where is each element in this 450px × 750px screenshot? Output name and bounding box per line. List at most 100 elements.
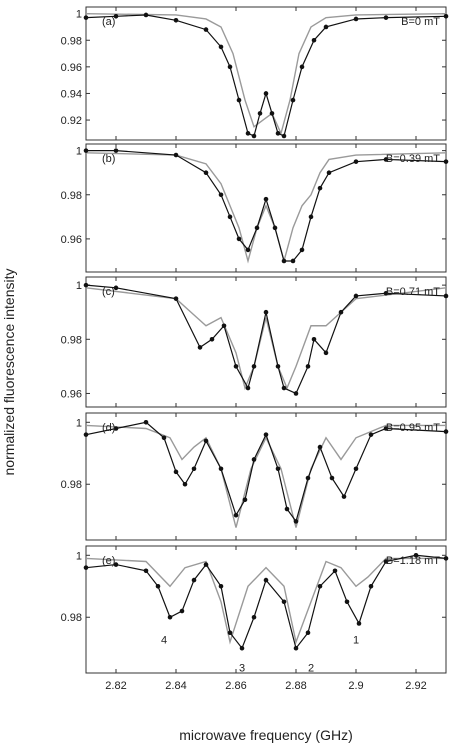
data-point (326, 170, 332, 175)
data-point (353, 159, 359, 164)
data-point (329, 475, 335, 481)
series-line-simulation (85, 152, 447, 264)
data-point (269, 111, 275, 116)
data-point (317, 444, 323, 450)
data-point (161, 435, 167, 441)
panel-label: (a) (102, 16, 115, 28)
y-tick-label: 0.98 (61, 190, 82, 202)
series-line-simulation (85, 424, 446, 528)
data-point (113, 14, 119, 19)
data-point (113, 426, 119, 431)
data-point (263, 309, 269, 315)
data-point (299, 247, 305, 253)
data-point (236, 236, 242, 242)
data-point (275, 131, 281, 136)
data-point (239, 645, 245, 651)
data-point (173, 469, 179, 475)
x-axis-label: microwave frequency (GHz) (179, 727, 353, 743)
data-point (353, 466, 359, 472)
data-point (305, 475, 311, 481)
data-point (173, 18, 179, 23)
data-point (143, 12, 149, 18)
data-point (179, 608, 185, 614)
data-point (83, 282, 89, 288)
field-label: B=0.39 mT (386, 153, 440, 165)
y-tick-label: 0.92 (61, 115, 82, 127)
panel-label: (c) (102, 286, 115, 298)
x-tick-labels: 2.82 2.84 2.86 2.88 2.9 2.92 (105, 680, 426, 692)
data-point (368, 432, 374, 437)
data-point (383, 559, 389, 564)
data-point (317, 583, 323, 589)
field-label: B=0.95 mT (386, 422, 440, 434)
data-point (218, 583, 224, 589)
data-point (113, 562, 119, 567)
data-point (293, 519, 299, 524)
panel-d: 0.98 1 (d) B=0.95 mT (61, 412, 449, 541)
data-point (383, 426, 389, 431)
data-point (305, 364, 311, 369)
y-tick-label: 0.96 (61, 388, 82, 400)
data-point (290, 258, 296, 264)
data-point (281, 385, 287, 391)
y-tick-label: 0.98 (61, 334, 82, 346)
data-point (218, 44, 224, 50)
data-point (83, 565, 89, 570)
data-point (155, 583, 161, 589)
data-point (173, 152, 179, 158)
data-point (263, 577, 269, 583)
data-point (443, 14, 449, 19)
data-point (275, 466, 281, 472)
data-point (344, 599, 350, 605)
panel-a: 0.92 0.94 0.96 0.98 1 (a) B=0 mT (61, 6, 449, 141)
data-point (293, 391, 299, 396)
series-line-experiment (85, 421, 447, 523)
x-tick-label: 2.82 (105, 680, 126, 692)
panel-frame (85, 6, 447, 141)
y-tick-label: 1 (76, 280, 82, 292)
x-tick-label: 2.86 (225, 680, 246, 692)
data-point (218, 192, 224, 198)
data-point (257, 111, 263, 116)
data-point (83, 15, 89, 20)
data-point (242, 497, 248, 503)
data-point (191, 466, 197, 472)
data-point (191, 577, 197, 583)
data-point (299, 64, 305, 70)
y-tick-label: 0.96 (61, 234, 82, 246)
data-point (143, 419, 149, 425)
data-point (281, 133, 287, 139)
field-label: B=1.18 mT (386, 555, 440, 567)
data-point (263, 91, 269, 96)
data-point (203, 170, 209, 175)
data-point (113, 285, 119, 291)
data-point (251, 364, 257, 369)
data-point (383, 15, 389, 20)
y-tick-label: 1 (76, 550, 82, 562)
panel-e: 0.98 1 (e) B=1.18 mT 4 3 2 1 (61, 545, 449, 675)
y-tick-label: 1 (76, 9, 82, 21)
data-point (368, 583, 374, 589)
peak-label: 1 (353, 635, 359, 647)
data-point (182, 481, 188, 487)
data-point (227, 64, 233, 70)
data-point (227, 630, 233, 636)
data-point (275, 364, 281, 369)
data-point (353, 293, 359, 299)
data-point (113, 148, 119, 153)
panel-b: 0.96 0.98 1 (b) B=0.39 mT (61, 143, 449, 273)
panel-frame (85, 276, 447, 408)
data-point (413, 552, 419, 558)
data-point (245, 247, 251, 253)
data-point (443, 556, 449, 561)
data-point (197, 345, 203, 350)
data-point (443, 429, 449, 434)
y-tick-label: 1 (76, 146, 82, 158)
data-point (443, 159, 449, 164)
panel-c: 0.96 0.98 1 (c) B=0.71 mT (61, 276, 449, 408)
data-point (317, 185, 323, 191)
data-point (311, 336, 317, 342)
data-point (281, 258, 287, 264)
data-point (332, 568, 338, 574)
data-point (209, 336, 215, 342)
